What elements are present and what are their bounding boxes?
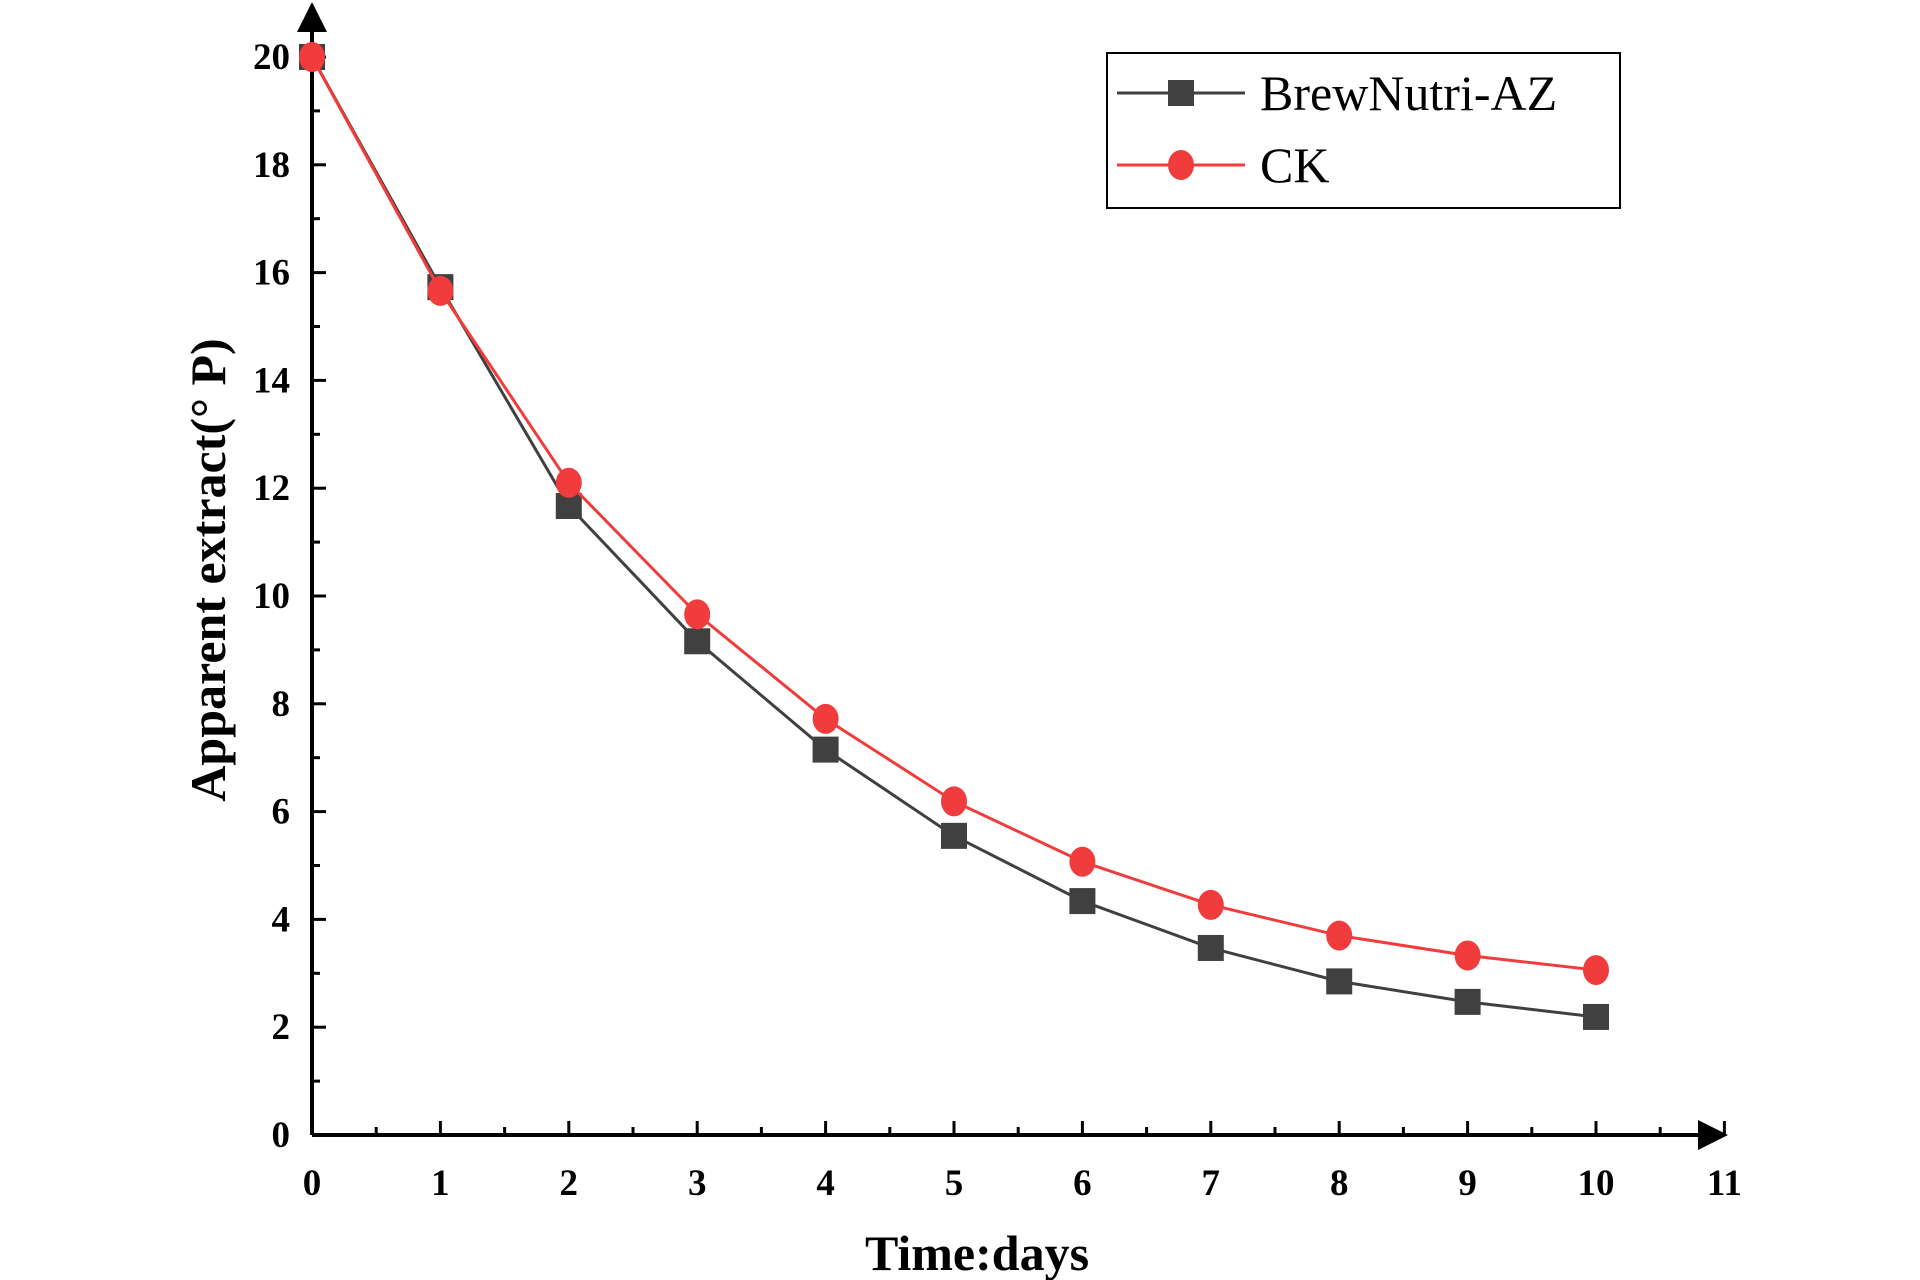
y-tick-label: 14 <box>253 360 290 401</box>
legend-label: BrewNutri-AZ <box>1260 65 1557 121</box>
data-point-circle <box>427 275 454 306</box>
x-axis-title: Time:days <box>865 1225 1089 1280</box>
y-axis-title: Apparent extract(° P) <box>180 338 236 801</box>
y-tick-label: 0 <box>272 1115 291 1156</box>
data-point-square <box>1168 80 1194 106</box>
data-point-circle <box>1583 955 1609 986</box>
y-tick-label: 12 <box>253 468 290 509</box>
data-point-circle <box>555 467 582 498</box>
series-brewnutri-az <box>299 44 1609 1030</box>
y-axis-arrow <box>297 2 327 32</box>
x-tick-label: 6 <box>1073 1163 1092 1204</box>
data-point-circle <box>299 42 325 72</box>
x-tick-label: 8 <box>1330 1163 1349 1204</box>
x-tick-label: 1 <box>431 1163 450 1204</box>
y-tick-label: 8 <box>272 684 291 725</box>
data-point-circle <box>1168 150 1194 180</box>
legend-item: BrewNutri-AZ <box>1117 65 1557 121</box>
x-tick-label: 5 <box>945 1163 964 1204</box>
y-tick-label: 18 <box>253 145 290 186</box>
y-tick-label: 4 <box>272 899 291 940</box>
y-tick-label: 2 <box>272 1007 291 1048</box>
legend-item: CK <box>1117 137 1329 193</box>
x-tick-label: 4 <box>816 1163 835 1204</box>
data-point-circle <box>812 703 839 734</box>
x-tick-label: 7 <box>1202 1163 1221 1204</box>
y-tick-label: 6 <box>272 792 291 833</box>
series-group <box>299 42 1609 1030</box>
y-tick-label: 10 <box>253 576 290 617</box>
data-point-circle <box>941 786 967 817</box>
legend: BrewNutri-AZ CK <box>1106 52 1621 209</box>
data-point-circle <box>1326 920 1353 951</box>
legend-label: CK <box>1260 137 1329 193</box>
data-point-circle <box>1197 889 1224 920</box>
data-point-square <box>1069 888 1096 915</box>
legend-box <box>1106 52 1621 209</box>
data-point-square <box>1583 1003 1609 1030</box>
x-axis-arrow <box>1698 1120 1728 1150</box>
x-tick-label: 3 <box>688 1163 707 1204</box>
data-point-square <box>812 736 839 763</box>
data-point-circle <box>684 599 711 630</box>
y-tick-label: 20 <box>253 37 290 78</box>
x-tick-label: 9 <box>1458 1163 1477 1204</box>
data-point-square <box>941 822 967 849</box>
x-tick-label: 0 <box>303 1163 322 1204</box>
data-point-square <box>1197 934 1224 961</box>
x-tick-label: 11 <box>1707 1163 1742 1204</box>
data-point-square <box>1454 988 1481 1015</box>
data-point-square <box>1326 968 1353 995</box>
x-tick-label: 10 <box>1578 1163 1615 1204</box>
data-point-square <box>684 628 711 655</box>
y-tick-label: 16 <box>253 253 290 294</box>
series-ck <box>299 42 1609 986</box>
data-point-circle <box>1454 940 1481 971</box>
data-point-circle <box>1069 846 1096 877</box>
x-tick-label: 2 <box>560 1163 579 1204</box>
